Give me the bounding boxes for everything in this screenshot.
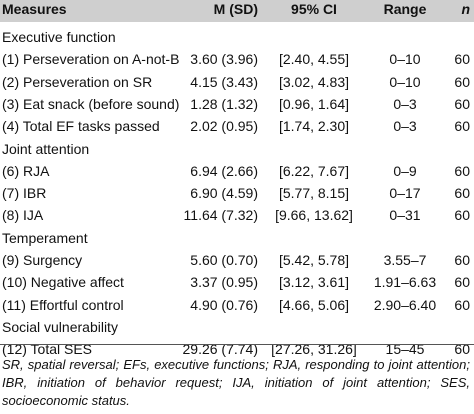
cell-range: 3.55–7 [383, 252, 427, 268]
cell-n: 60 [454, 274, 470, 291]
cell-m-sd: 4.90 (0.76) [190, 296, 258, 313]
section-row: Social vulnerability [0, 318, 474, 340]
cell-m-sd: 3.37 (0.95) [190, 274, 258, 291]
cell-measure: (11) Effortful control [2, 296, 124, 313]
cell-n: 60 [454, 252, 470, 268]
table-row: (6) RJA 6.94 (2.66) [6.22, 7.67] 0–9 60 [0, 162, 474, 184]
cell-n: 60 [454, 118, 470, 135]
cell-m-sd: 11.64 (7.32) [183, 207, 258, 224]
cell-range: 2.90–6.40 [373, 296, 437, 313]
cell-n: 60 [454, 51, 470, 68]
cell-ci: [6.22, 7.67] [278, 162, 350, 179]
cell-measure: (10) Negative affect [2, 274, 124, 291]
cell-measure: (3) Eat snack (before sound) [2, 95, 180, 112]
cell-measure: (2) Perseveration on SR [2, 73, 153, 90]
header-ci: 95% CI [291, 1, 337, 17]
cell-ci: [2.40, 4.55] [278, 51, 350, 68]
cell-ci: [9.66, 13.62] [275, 207, 353, 224]
cell-m-sd: 6.94 (2.66) [190, 162, 258, 179]
cell-n: 60 [454, 207, 470, 224]
cell-measure: (8) IJA [2, 207, 44, 224]
header-m-sd: M (SD) [213, 1, 258, 17]
cell-measure: (4) Total EF tasks passed [2, 118, 160, 135]
cell-range: 0–31 [389, 207, 421, 224]
cell-range: 0–10 [389, 51, 421, 68]
table-row: (11) Effortful control 4.90 (0.76) [4.66, … [0, 296, 474, 318]
cell-n: 60 [454, 73, 470, 90]
cell-range: 0–3 [393, 95, 417, 112]
cell-ci: [5.77, 8.15] [278, 185, 350, 202]
cell-measure: (9) Surgency [2, 252, 83, 268]
table-row: (4) Total EF tasks passed 2.02 (0.95) [1.7… [0, 117, 474, 139]
header-range: Range [383, 1, 427, 17]
table-row: (10) Negative affect 3.37 (0.95) [3.12, 3.… [0, 273, 474, 295]
cell-range: 0–17 [389, 185, 421, 202]
table-row: (8) IJA 11.64 (7.32) [9.66, 13.62] 0–31 60 [0, 206, 474, 228]
table-bottom-rule [0, 344, 474, 345]
cell-m-sd: 2.02 (0.95) [190, 118, 258, 135]
cell-n: 60 [454, 95, 470, 112]
cell-measure: (6) RJA [2, 162, 50, 179]
cell-range: 0–9 [393, 162, 417, 179]
table-row: (2) Perseveration on SR 4.15 (3.43) [3.02,… [0, 73, 474, 95]
table-row: (7) IBR 6.90 (4.59) [5.77, 8.15] 0–17 60 [0, 184, 474, 206]
cell-range: 0–10 [389, 73, 421, 90]
section-label: Executive function [2, 29, 116, 45]
section-label: Social vulnerability [2, 318, 118, 335]
header-n: n [461, 1, 470, 17]
cell-measure: (12) Total SES [2, 341, 93, 358]
section-row: Temperament [0, 229, 474, 251]
cell-m-sd: 6.90 (4.59) [190, 185, 258, 202]
cell-n: 60 [454, 185, 470, 202]
table-row: (9) Surgency 5.60 (0.70) [5.42, 5.78] 3.55–… [0, 251, 474, 273]
cell-ci: [4.66, 5.06] [278, 296, 350, 313]
cell-m-sd: 3.60 (3.96) [190, 51, 258, 68]
cell-range: 15–45 [385, 341, 425, 358]
cell-n: 60 [454, 296, 470, 313]
cell-ci: [5.42, 5.78] [278, 252, 350, 268]
cell-ci: [3.12, 3.61] [278, 274, 350, 291]
section-label: Temperament [2, 229, 88, 246]
cell-m-sd: 4.15 (3.43) [190, 73, 258, 90]
table-row: (3) Eat snack (before sound) 1.28 (1.32) [… [0, 95, 474, 117]
table-footnote: SR, spatial reversal; EFs, executive fun… [2, 357, 470, 408]
cell-measure: (7) IBR [2, 185, 47, 202]
cell-ci: [0.96, 1.64] [278, 95, 350, 112]
table-header: Measures M (SD) 95% CI Range n [0, 0, 474, 22]
section-label: Joint attention [2, 140, 90, 157]
table-row: (1) Perseveration on A-not-B 3.60 (3.96) [… [0, 50, 474, 72]
cell-measure: (1) Perseveration on A-not-B [2, 51, 180, 68]
section-row: Joint attention [0, 140, 474, 162]
cell-ci: [27.26, 31.26] [271, 341, 357, 358]
cell-n: 60 [454, 341, 470, 358]
cell-m-sd: 1.28 (1.32) [190, 95, 258, 112]
header-measures: Measures [2, 1, 67, 17]
section-row: Executive function [0, 28, 474, 50]
cell-n: 60 [454, 162, 470, 179]
table-row: (12) Total SES 29.26 (7.74) [27.26, 31.26]… [0, 340, 474, 362]
cell-range: 1.91–6.63 [373, 274, 437, 291]
cell-m-sd: 29.26 (7.74) [182, 341, 259, 358]
cell-ci: [3.02, 4.83] [278, 73, 350, 90]
cell-m-sd: 5.60 (0.70) [190, 252, 258, 268]
cell-ci: [1.74, 2.30] [278, 118, 350, 135]
cell-range: 0–3 [393, 118, 417, 135]
